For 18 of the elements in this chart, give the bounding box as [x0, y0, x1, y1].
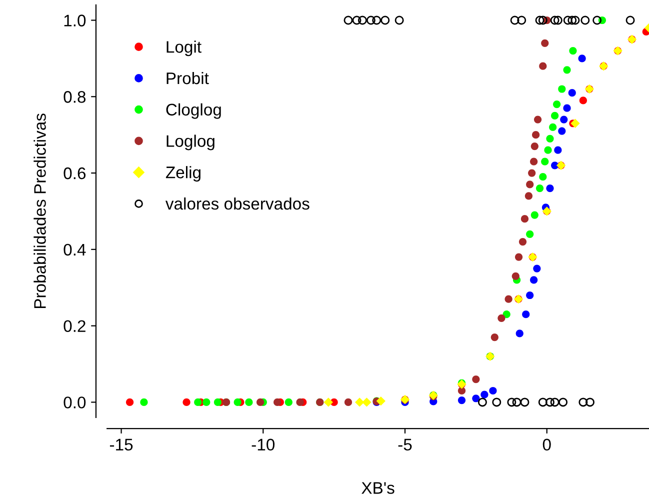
legend-label: Logit — [166, 40, 202, 56]
legend-label: Loglog — [166, 134, 214, 150]
y-tick-label: 0.8 — [64, 91, 86, 103]
y-tick-label: 0.2 — [64, 320, 86, 332]
y-tick-label: 0.4 — [64, 244, 86, 256]
y-axis-title: Probabilidades Predictivas — [34, 114, 46, 308]
legend-label: Zelig — [166, 166, 200, 182]
legend-label: Cloglog — [166, 103, 221, 119]
x-tick-label: -5 — [398, 438, 412, 451]
x-tick-label: -10 — [252, 438, 275, 451]
x-axis-title: XB's — [362, 482, 394, 494]
y-tick-label: 1.0 — [64, 14, 86, 26]
legend-label: valores observados — [165, 197, 310, 210]
y-tick-label: 0.0 — [64, 396, 86, 408]
x-tick-label: 0 — [542, 438, 551, 451]
y-tick-label: 0.6 — [64, 167, 86, 180]
legend-label: Probit — [166, 72, 209, 84]
x-tick-label: -15 — [110, 438, 133, 451]
